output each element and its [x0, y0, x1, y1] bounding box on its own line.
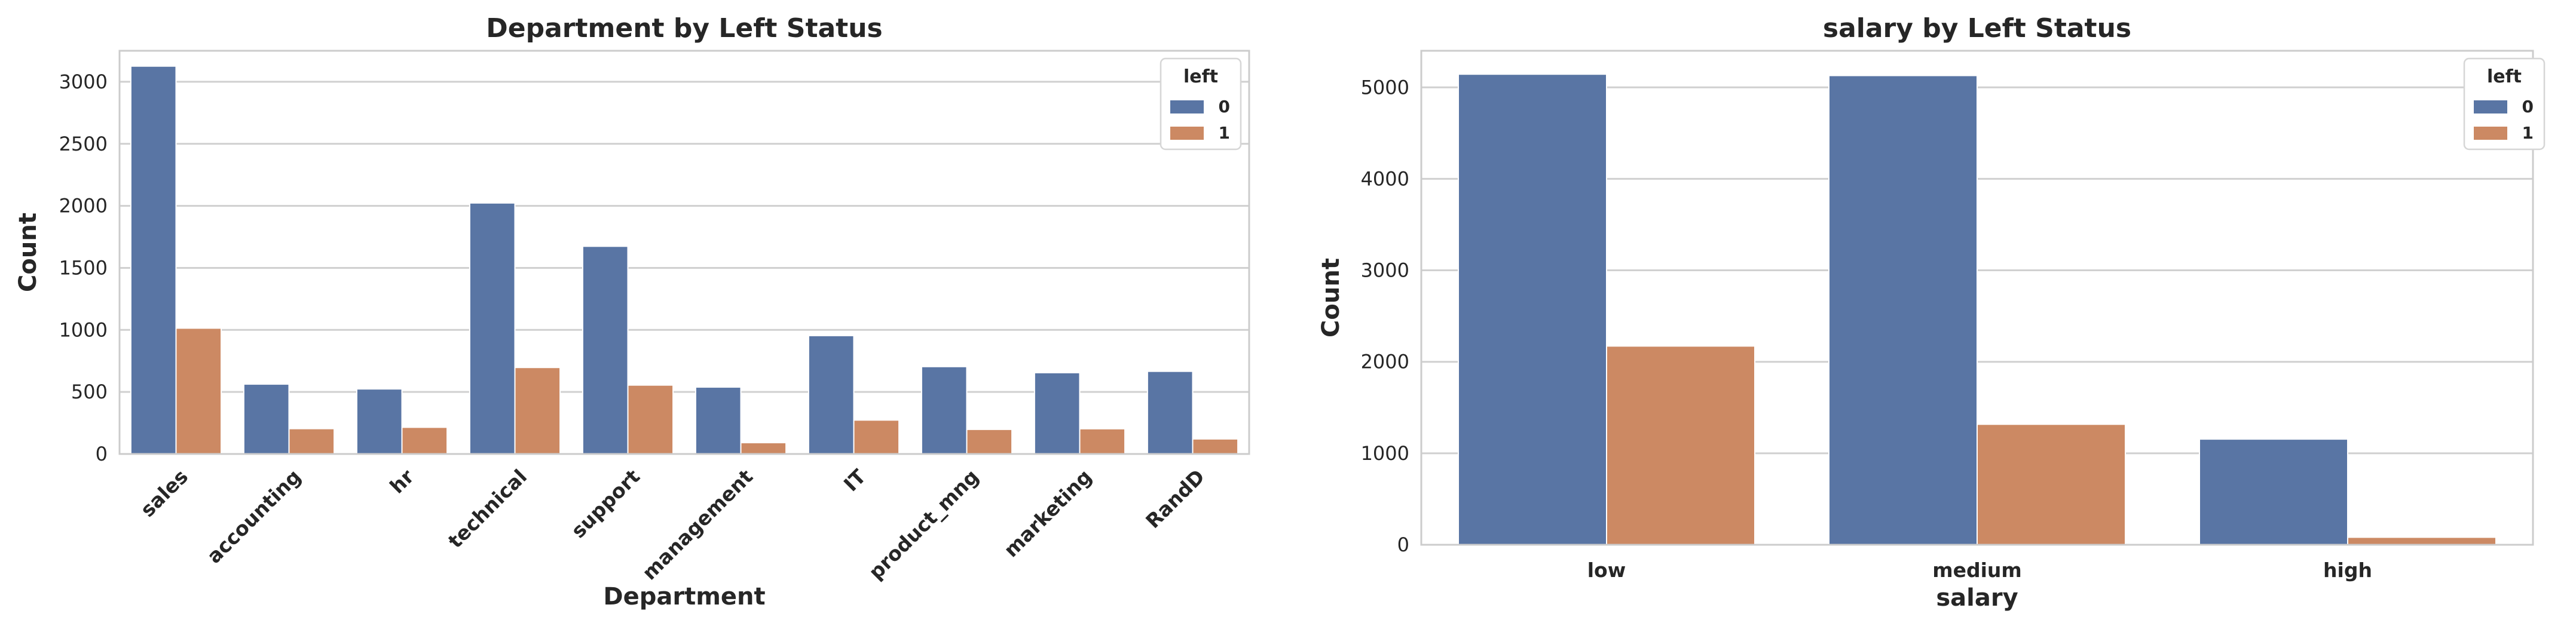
legend-swatch — [2474, 100, 2507, 113]
bar-product_mng-left-0 — [920, 366, 968, 455]
bar-support-left-0 — [582, 246, 629, 455]
legend-swatch — [1170, 100, 1204, 113]
x-tick-label: management — [638, 465, 758, 585]
x-tick-label: hr — [385, 465, 418, 498]
y-tick-label: 4000 — [1361, 167, 1409, 190]
legend-label: 1 — [1219, 123, 1230, 143]
chart-title: Department by Left Status — [486, 13, 882, 44]
chart-title: salary by Left Status — [1823, 13, 2131, 44]
x-tick-label: high — [2323, 559, 2372, 582]
bar-sales-left-1 — [175, 327, 222, 455]
legend-title: left — [2487, 66, 2522, 87]
x-tick-label: IT — [839, 465, 871, 496]
bar-marketing-left-0 — [1033, 372, 1081, 455]
x-tick-label: sales — [136, 465, 192, 521]
x-axis-label: Department — [603, 583, 765, 610]
bar-accounting-left-1 — [288, 428, 335, 455]
bar-hr-left-0 — [356, 388, 403, 455]
plot-frame — [1420, 50, 2534, 546]
y-axis-label: Count — [1317, 258, 1345, 337]
x-axis-label: salary — [1936, 584, 2018, 612]
legend-swatch — [1170, 127, 1204, 140]
y-tick-label: 1000 — [59, 318, 108, 341]
chart-1: 0 1000 2000 3000 4000 5000 low medium high salary… — [1317, 13, 2546, 612]
x-tick-label: support — [567, 465, 644, 542]
bar-RandD-left-1 — [1192, 438, 1239, 455]
bar-management-left-1 — [740, 442, 787, 455]
y-tick-label: 3000 — [1361, 259, 1409, 282]
bar-management-left-0 — [695, 386, 742, 455]
legend-swatch — [2474, 127, 2507, 140]
bar-sales-left-0 — [130, 65, 177, 455]
bar-product_mng-left-1 — [966, 428, 1013, 455]
x-tick-label: RandD — [1141, 465, 1209, 533]
y-tick-label: 2500 — [59, 133, 108, 155]
y-tick-label: 1500 — [59, 256, 108, 279]
x-tick-label: accounting — [202, 465, 305, 568]
legend-label: 0 — [1219, 97, 1230, 116]
y-tick-label: 3000 — [59, 70, 108, 93]
y-tick-label: 5000 — [1361, 76, 1409, 99]
bar-high-left-0 — [2199, 438, 2348, 545]
x-tick-label: medium — [1932, 559, 2022, 582]
y-axis-label: Count — [14, 213, 42, 292]
bar-IT-left-0 — [807, 335, 855, 455]
chart-0: 0 500 1000 1500 2000 2500 3000 sales accounting h… — [14, 13, 1250, 610]
plot-frame — [118, 50, 1250, 455]
bar-medium-left-1 — [1977, 424, 2126, 545]
bar-RandD-left-0 — [1146, 370, 1194, 455]
bar-technical-left-0 — [469, 202, 516, 455]
x-tick-label: low — [1587, 559, 1626, 582]
bar-technical-left-1 — [514, 367, 561, 455]
bar-low-left-1 — [1606, 345, 1755, 546]
bar-medium-left-0 — [1828, 75, 1978, 545]
y-tick-label: 0 — [1397, 533, 1409, 556]
bar-accounting-left-0 — [243, 383, 290, 455]
x-tick-label: technical — [443, 465, 531, 553]
y-tick-label: 0 — [96, 443, 108, 465]
bar-hr-left-1 — [401, 426, 448, 455]
legend-label: 1 — [2522, 123, 2534, 143]
x-tick-label: marketing — [999, 465, 1096, 561]
legend-title: left — [1183, 66, 1218, 87]
y-tick-label: 2000 — [1361, 351, 1409, 373]
y-tick-label: 2000 — [59, 195, 108, 217]
bar-high-left-1 — [2347, 536, 2497, 545]
bar-IT-left-1 — [853, 419, 900, 455]
legend-label: 0 — [2522, 97, 2534, 116]
y-tick-label: 500 — [71, 380, 108, 403]
bar-low-left-0 — [1458, 73, 1607, 545]
bar-support-left-1 — [627, 384, 674, 455]
bar-marketing-left-1 — [1079, 428, 1126, 455]
x-tick-label: product_mng — [864, 465, 983, 584]
y-tick-label: 1000 — [1361, 442, 1409, 465]
